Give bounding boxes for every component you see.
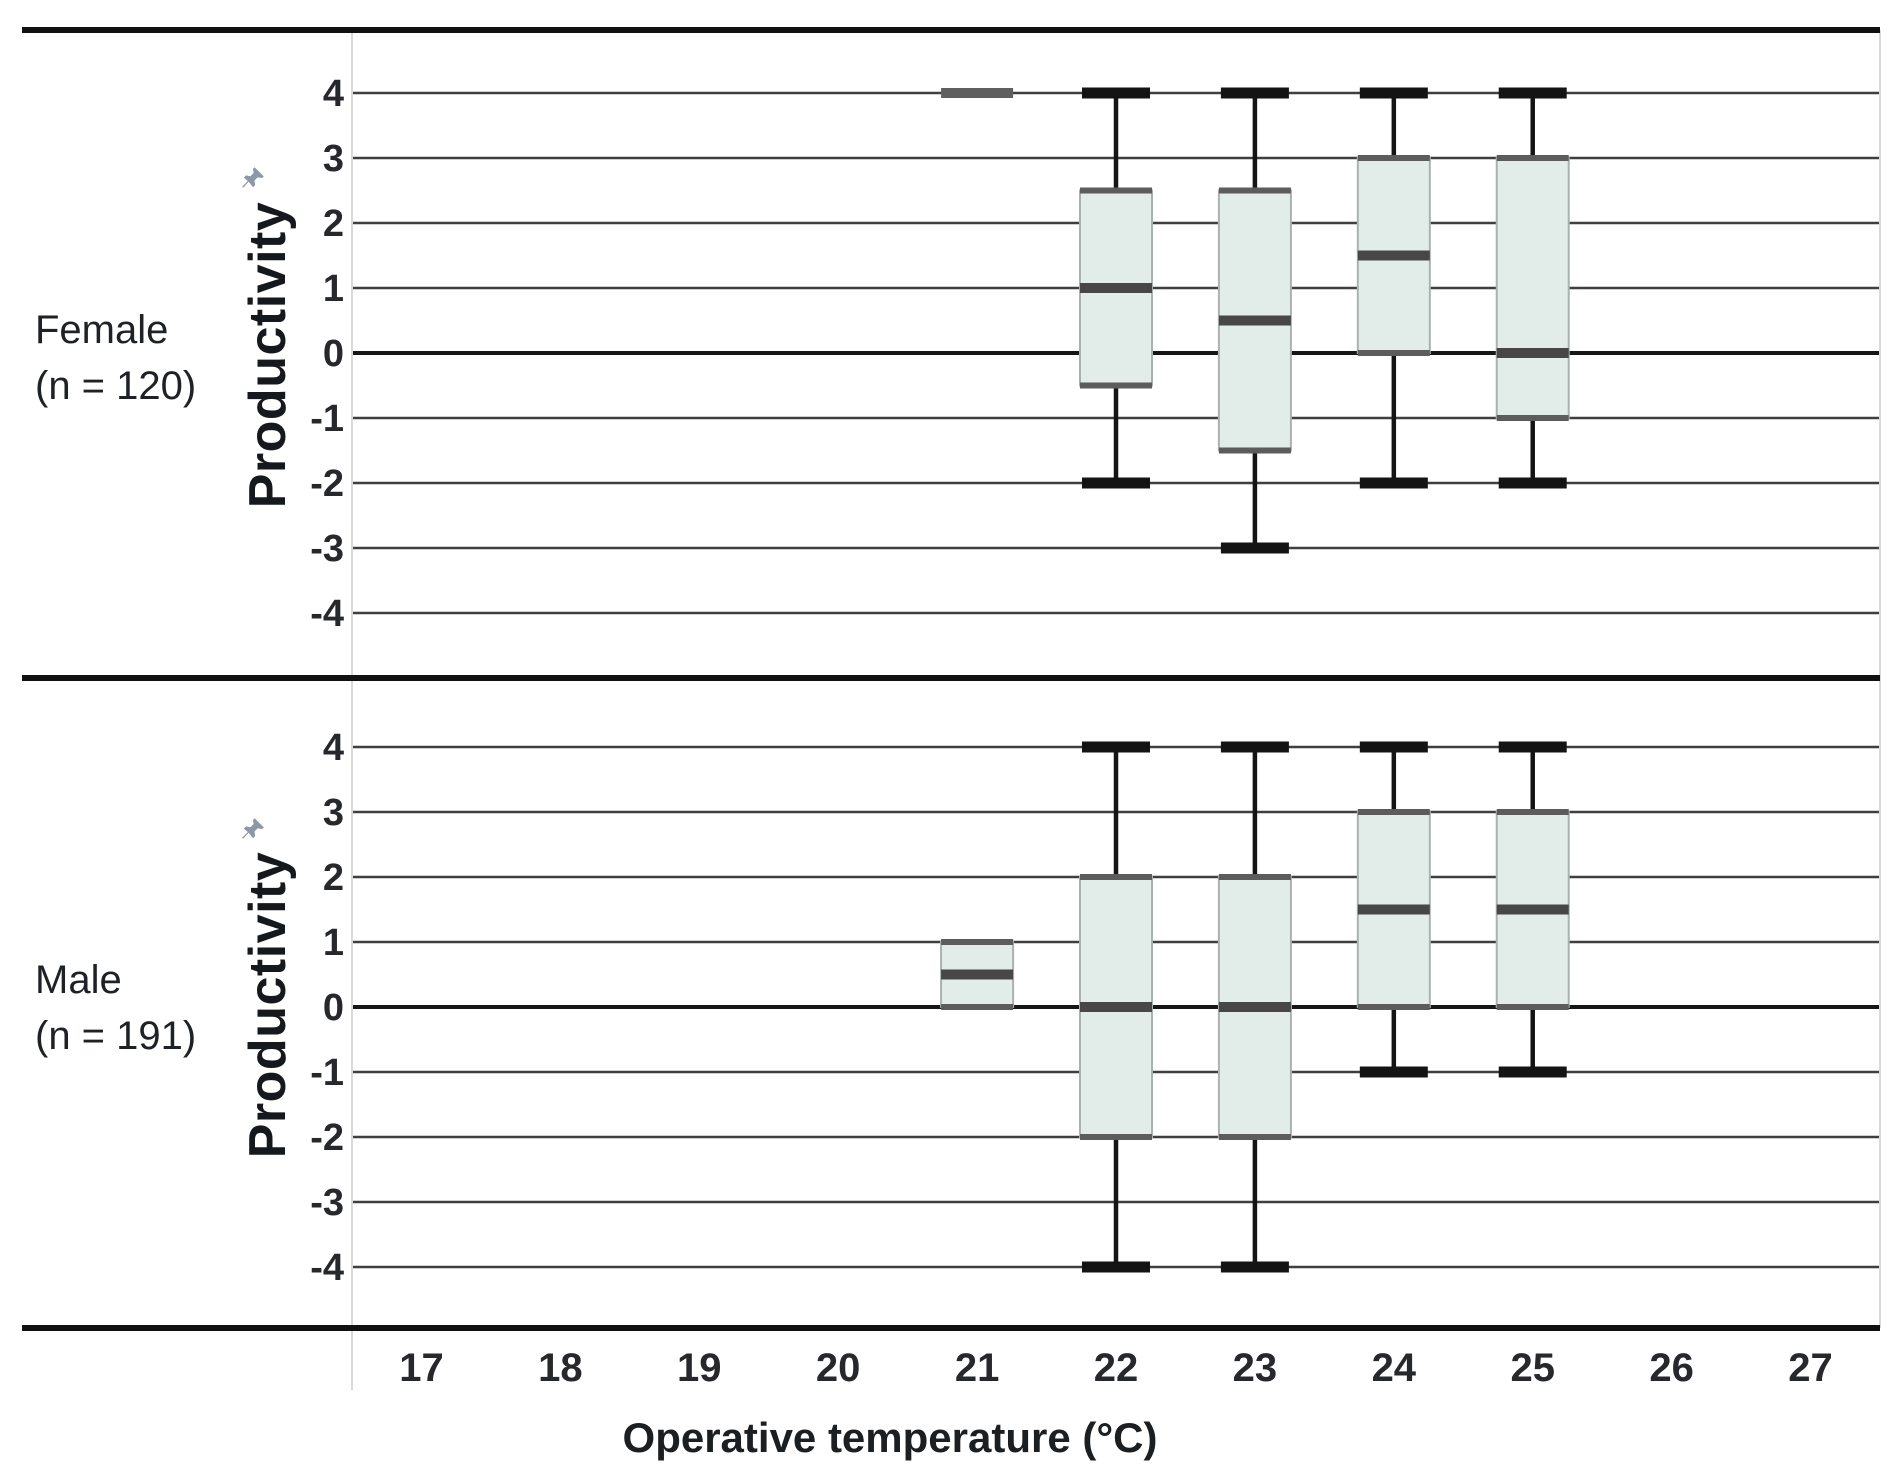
whisker-cap-female-24-high xyxy=(1359,87,1428,99)
box-female-25[interactable] xyxy=(1495,157,1570,419)
box-q1-edge-male-23 xyxy=(1218,1134,1291,1140)
box-q1-edge-male-24 xyxy=(1357,1004,1430,1010)
box-collapsed-female-21[interactable] xyxy=(941,88,1014,98)
box-q3-edge-male-21 xyxy=(941,939,1014,945)
whisker-cap-male-24-low xyxy=(1359,1066,1428,1078)
box-q1-edge-male-21 xyxy=(941,1004,1014,1010)
box-q1-edge-male-25 xyxy=(1496,1004,1569,1010)
y-tick-label-female--3: -3 xyxy=(310,528,344,570)
y-axis-title-female: Productivity xyxy=(239,201,297,509)
box-q3-edge-female-24 xyxy=(1357,155,1430,161)
x-tick-label-26: 26 xyxy=(1649,1346,1694,1390)
whisker-cap-female-23-low xyxy=(1220,542,1289,554)
y-tick-label-male-0: 0 xyxy=(323,987,344,1029)
y-tick-label-female-0: 0 xyxy=(323,333,344,375)
y-tick-label-male-1: 1 xyxy=(323,922,344,964)
y-tick-label-male-3: 3 xyxy=(323,792,344,834)
y-tick-label-female-4: 4 xyxy=(323,73,344,115)
whisker-cap-female-22-high xyxy=(1082,87,1150,99)
y-tick-label-male--4: -4 xyxy=(310,1247,344,1289)
whisker-cap-male-23-high xyxy=(1220,741,1289,753)
y-tick-label-female--1: -1 xyxy=(310,398,344,440)
whisker-cap-male-25-low xyxy=(1498,1066,1567,1078)
y-tick-label-male--2: -2 xyxy=(310,1117,344,1159)
box-q1-edge-female-23 xyxy=(1218,447,1291,454)
x-tick-label-17: 17 xyxy=(399,1346,444,1390)
x-tick-label-20: 20 xyxy=(816,1346,861,1390)
median-line-male-22 xyxy=(1080,1002,1152,1012)
y-tick-label-female-3: 3 xyxy=(323,138,344,180)
x-tick-label-24: 24 xyxy=(1372,1346,1417,1390)
x-tick-label-18: 18 xyxy=(538,1346,583,1390)
median-line-female-23 xyxy=(1218,315,1291,326)
whisker-cap-female-24-low xyxy=(1359,477,1428,489)
box-q3-edge-male-24 xyxy=(1357,809,1430,815)
pin-icon[interactable] xyxy=(241,166,265,190)
y-tick-label-female--2: -2 xyxy=(310,463,344,505)
box-q1-edge-female-22 xyxy=(1080,382,1152,389)
median-line-male-23 xyxy=(1218,1002,1291,1012)
whisker-cap-female-23-high xyxy=(1220,87,1289,99)
y-tick-label-female--4: -4 xyxy=(310,593,344,635)
whisker-cap-male-23-low xyxy=(1220,1261,1289,1273)
whisker-cap-female-22-low xyxy=(1082,477,1150,489)
x-tick-label-22: 22 xyxy=(1094,1346,1139,1390)
x-axis-title: Operative temperature (°C) xyxy=(622,1414,1158,1461)
box-q3-edge-female-23 xyxy=(1218,187,1291,194)
box-q3-edge-female-25 xyxy=(1496,155,1569,161)
pin-icon[interactable] xyxy=(241,817,265,841)
whisker-cap-male-24-high xyxy=(1359,741,1428,753)
box-q3-edge-male-23 xyxy=(1218,874,1291,880)
panel-label-male: Male (n = 191) xyxy=(35,952,196,1064)
median-line-male-25 xyxy=(1496,904,1569,915)
median-line-male-24 xyxy=(1357,904,1430,915)
whisker-cap-male-25-high xyxy=(1498,741,1567,753)
y-tick-label-female-1: 1 xyxy=(323,268,344,310)
median-line-female-25 xyxy=(1496,348,1569,358)
box-q1-edge-male-22 xyxy=(1080,1134,1152,1140)
median-line-female-24 xyxy=(1357,250,1430,261)
x-tick-label-23: 23 xyxy=(1233,1346,1278,1390)
median-line-female-22 xyxy=(1080,283,1152,293)
median-line-male-21 xyxy=(941,969,1014,980)
panel-label-male-name: Male xyxy=(35,958,122,1002)
whisker-cap-male-22-low xyxy=(1082,1261,1150,1273)
whisker-cap-male-22-high xyxy=(1082,741,1150,753)
y-tick-label-male--1: -1 xyxy=(310,1052,344,1094)
box-q1-edge-female-24 xyxy=(1357,350,1430,356)
whisker-cap-female-25-high xyxy=(1498,87,1567,99)
panel-label-female-name: Female xyxy=(35,308,169,352)
y-tick-label-male--3: -3 xyxy=(310,1182,344,1224)
panel-label-male-n: (n = 191) xyxy=(35,1014,197,1058)
y-tick-label-male-4: 4 xyxy=(323,727,344,769)
y-tick-label-male-2: 2 xyxy=(323,857,344,899)
box-q3-edge-female-22 xyxy=(1080,187,1152,194)
panel-label-female-n: (n = 120) xyxy=(35,364,197,408)
x-tick-label-21: 21 xyxy=(955,1346,1000,1390)
x-tick-label-27: 27 xyxy=(1788,1346,1833,1390)
x-tick-label-25: 25 xyxy=(1510,1346,1555,1390)
whisker-cap-female-25-low xyxy=(1498,477,1567,489)
x-tick-label-19: 19 xyxy=(677,1346,722,1390)
box-q3-edge-male-22 xyxy=(1080,874,1152,880)
box-q3-edge-male-25 xyxy=(1496,809,1569,815)
y-axis-title-male: Productivity xyxy=(239,851,297,1159)
y-tick-label-female-2: 2 xyxy=(323,203,344,245)
box-q1-edge-female-25 xyxy=(1496,415,1569,421)
panel-label-female: Female (n = 120) xyxy=(35,302,196,414)
